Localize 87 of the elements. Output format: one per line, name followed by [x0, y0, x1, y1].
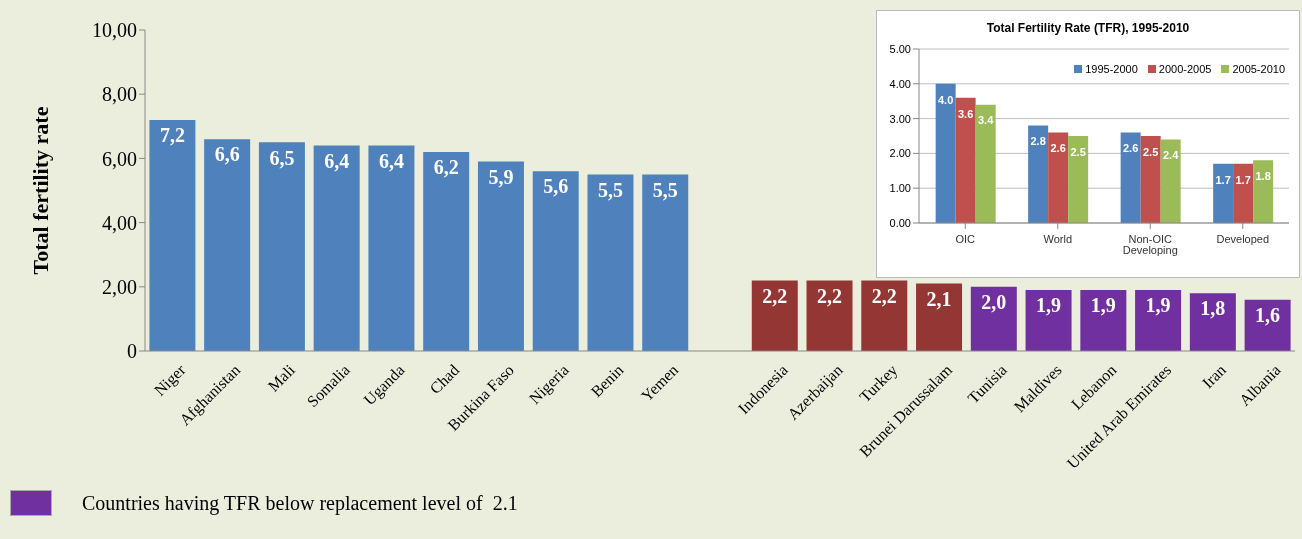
bar: [1213, 163, 1234, 223]
bar: [587, 174, 634, 351]
data-label: 2.8: [1030, 135, 1046, 148]
data-label: 5,6: [543, 175, 569, 198]
y-tick-label: 5.00: [889, 42, 911, 55]
y-tick-label: 0: [127, 340, 137, 363]
legend-label: Countries having TFR below replacement level of 2.1: [82, 491, 518, 515]
y-tick-label: 0.00: [889, 216, 911, 229]
data-label: 4.0: [938, 93, 954, 106]
bar: [1028, 125, 1049, 223]
data-label: 1,6: [1255, 303, 1281, 326]
data-label: 5,5: [652, 178, 678, 201]
x-tick-label: Iran: [1198, 361, 1230, 392]
legend-label: 2000-2005: [1158, 63, 1212, 75]
data-label: 6,5: [269, 146, 295, 169]
y-tick-label: 6,00: [102, 147, 137, 170]
y-tick-label: 10,00: [92, 19, 137, 42]
bar: [423, 151, 470, 351]
bar: [1068, 136, 1089, 223]
bar: [477, 161, 524, 351]
data-label: 1.7: [1235, 173, 1251, 186]
bar: [204, 139, 251, 351]
bar: [1253, 160, 1274, 223]
bar: [1048, 132, 1069, 223]
bar: [1140, 136, 1161, 223]
data-label: 2,2: [817, 284, 843, 307]
data-label: 2,2: [762, 284, 788, 307]
data-label: 3.4: [978, 114, 995, 127]
data-label: 6,2: [433, 156, 459, 179]
data-label: 2.5: [1070, 145, 1086, 158]
data-label: 5,5: [597, 178, 623, 201]
bar: [806, 280, 853, 351]
bar: [258, 142, 305, 351]
y-axis-title: Total fertility rate: [27, 106, 53, 275]
data-label: 1,9: [1090, 294, 1116, 317]
data-label: 2.5: [1143, 145, 1159, 158]
data-label: 2,0: [981, 291, 1007, 313]
data-label: 6,4: [378, 149, 404, 172]
bar: [1135, 290, 1182, 351]
x-tick-label: Non-OIC Developing: [1122, 232, 1178, 256]
data-label: 7,2: [159, 124, 185, 147]
data-label: 1.7: [1215, 173, 1231, 186]
bar: [1160, 139, 1181, 223]
data-label: 5,9: [488, 165, 514, 188]
data-label: 1,9: [1145, 294, 1171, 317]
y-tick-label: 2,00: [102, 275, 137, 298]
data-label: 1,8: [1200, 297, 1226, 320]
bar: [935, 83, 956, 223]
bar: [1025, 290, 1072, 351]
data-label: 2,2: [871, 284, 897, 307]
bar: [751, 280, 798, 351]
bar: [970, 286, 1017, 351]
y-tick-label: 8,00: [102, 83, 137, 106]
bar: [1233, 163, 1254, 223]
bar: [861, 280, 908, 351]
bar: [975, 104, 996, 223]
x-tick-label: OIC: [955, 232, 976, 245]
data-label: 2.4: [1163, 149, 1180, 162]
data-label: 2,1: [926, 287, 952, 310]
bar: [916, 283, 963, 351]
data-label: 2.6: [1050, 142, 1066, 155]
y-tick-label: 4,00: [102, 211, 137, 234]
bar: [955, 97, 976, 223]
bar: [313, 145, 360, 351]
x-tick-label: World: [1043, 232, 1073, 245]
data-label: 3.6: [958, 107, 974, 120]
y-tick-label: 3.00: [889, 112, 911, 125]
bar: [149, 119, 196, 351]
data-label: 6,6: [214, 143, 240, 166]
bar: [1120, 132, 1141, 223]
data-label: 6,4: [324, 149, 350, 172]
data-label: 2.6: [1123, 142, 1139, 155]
x-tick-label: Developed: [1216, 232, 1270, 245]
bar: [642, 174, 689, 351]
y-tick-label: 4.00: [889, 77, 911, 90]
bar: [1080, 290, 1127, 351]
chart-title: Total Fertility Rate (TFR), 1995-2010: [985, 21, 1191, 35]
bar: [368, 145, 415, 351]
legend-label: 2005-2010: [1232, 63, 1285, 75]
data-label: 1,9: [1036, 294, 1062, 317]
legend-label: 1995-2000: [1085, 63, 1138, 75]
x-tick-label: Mali: [264, 360, 299, 395]
data-label: 1.8: [1255, 170, 1271, 183]
y-tick-label: 2.00: [889, 147, 911, 160]
bar: [532, 171, 579, 351]
bar: [1189, 293, 1236, 351]
y-tick-label: 1.00: [889, 182, 911, 195]
